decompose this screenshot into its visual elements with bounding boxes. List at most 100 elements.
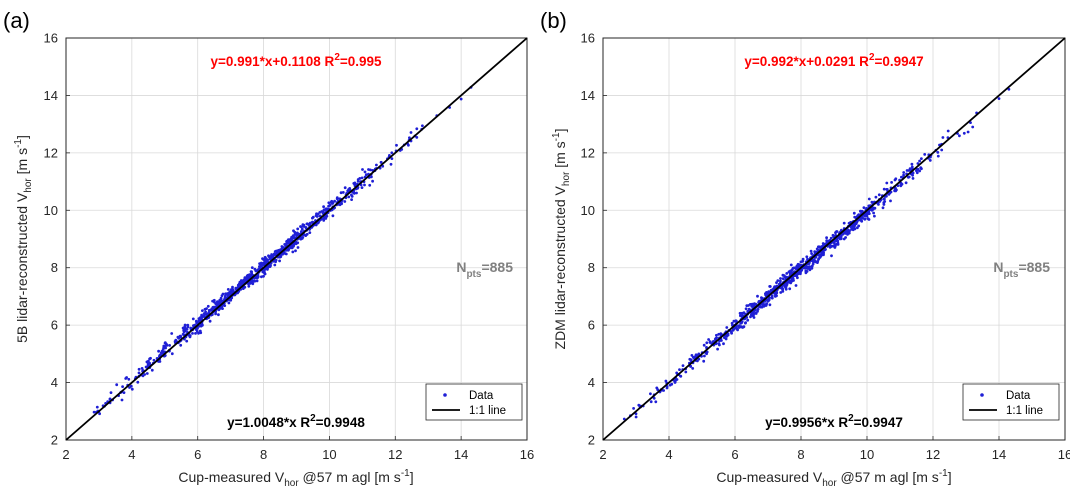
panel-b-data-point [850,227,853,231]
panel-a-data-point [358,177,362,180]
panel-a-data-point [253,279,257,283]
panel-b-data-point [915,171,919,175]
panel-a-data-point [278,259,281,263]
panel-a-data-point [137,367,141,371]
panel-b-data-point [829,236,833,240]
panel-b-data-point [725,326,729,329]
panel-b-data-point [971,125,975,129]
panel-a-data-point [409,131,413,134]
panel-b-legend: Data 1:1 line [962,383,1060,421]
panel-b-data-point [885,188,889,191]
panel-b-data-point [877,193,881,197]
panel-a-data-point [206,304,210,308]
panel-a-data-point [271,255,274,258]
panel-b-data-point [828,245,832,249]
panel-b-legend-data-marker [980,393,984,397]
panel-b-x-tick-label: 14 [992,447,1006,462]
panel-a-data-point [253,276,256,280]
panel-a-x-tick-label: 8 [260,447,267,462]
panel-a-data-point [163,341,167,344]
panel-a-npts-label: Npts=885 [456,259,513,280]
panel-b-chart: (b) 2 4 6 8 10 12 14 16 2 4 6 8 10 12 14 16 y=0.992*x+… [540,8,1070,489]
panel-a-y-tick-label: 4 [51,375,58,390]
panel-b-data-point [745,316,749,319]
panel-a-data-point [322,208,326,212]
panel-a-data-point [223,297,227,300]
panel-a-data-point [218,299,222,303]
panel-a-data-point [230,288,234,292]
panel-b-data-point [808,268,812,272]
panel-b-data-point [765,291,768,294]
panel-a-data-point [189,326,193,330]
panel-b-data-point [708,341,712,344]
panel-b-data-point [830,254,833,258]
panel-b-data-point [946,129,950,133]
panel-a-legend-data-marker [443,393,447,397]
panel-a-y-tick-label: 6 [51,318,58,333]
panel-b-data-point [867,197,871,201]
panel-b-data-point [689,358,693,362]
panel-b-data-point [817,257,821,260]
panel-a-data-point [137,371,141,375]
panel-a-data-point [353,181,357,185]
panel-a-x-tick-label: 2 [62,447,69,462]
panel-b-data-point [774,285,778,289]
panel-b-data-point [907,175,911,179]
panel-a-data-point [120,398,124,402]
panel-b-data-point [649,392,652,396]
panel-b-data-point [730,321,734,325]
panel-a-data-point [296,231,299,235]
panel-a-data-point [355,191,358,195]
panel-a-data-point [140,367,144,370]
panel-a-data-point [176,336,180,339]
panel-b-data-point [855,220,859,224]
panel-a-data-point [197,331,200,335]
panel-a-data-point [249,270,253,273]
panel-a-data-point [389,162,393,166]
panel-a-data-point [327,201,331,205]
panel-a-data-point [255,269,258,273]
panel-b-data-point [882,203,886,206]
panel-b-data-point [805,255,809,259]
panel-a-data-point [262,274,265,278]
panel-a-data-point [219,296,223,300]
panel-a-data-point [327,204,330,208]
panel-b-data-point [844,236,847,239]
panel-a-data-point [356,186,359,190]
panel-b-data-point [714,337,718,340]
panel-b-data-point [923,153,927,156]
panel-b-data-point [804,271,808,275]
panel-a-data-point [198,316,202,319]
panel-b-data-point [741,326,744,329]
panel-b-data-point [654,400,658,404]
panel-a-data-point [249,274,252,278]
panel-a-data-point [236,291,240,295]
panel-a-data-point [261,257,264,260]
panel-a-data-point [363,183,366,187]
panel-b-data-point [702,359,706,363]
panel-a-data-point [150,368,154,372]
panel-a-data-point [247,284,251,288]
panel-a-data-point [299,237,303,241]
panel-a-data-point [161,348,165,351]
panel-a-data-point [260,275,263,279]
panel-b-data-point [847,228,850,232]
panel-b-data-point [632,407,635,410]
panel-b-npts-label: Npts=885 [993,259,1050,280]
panel-a-data-point [243,285,247,289]
panel-b-data-point [781,288,784,292]
panel-b-data-point [799,260,803,264]
panel-a-data-point [207,310,211,314]
panel-b-x-tick-label: 8 [797,447,804,462]
panel-a-data-point [152,358,156,362]
panel-b-data-point [904,181,908,185]
panel-b-data-point [889,199,892,203]
panel-b-data-point [775,294,778,298]
panel-a-x-ticks: 2 4 6 8 10 12 14 16 [62,436,534,462]
panel-b-data-point [764,304,768,307]
panel-a-data-point [408,136,411,140]
panel-a-data-point [305,222,309,226]
panel-a-data-point [347,195,351,199]
panel-b-data-point [664,379,668,383]
panel-b-data-point [715,333,718,337]
